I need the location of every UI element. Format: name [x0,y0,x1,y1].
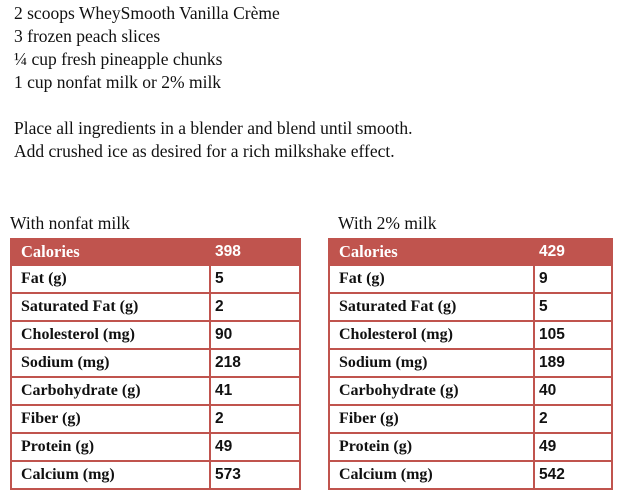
table-row: Calcium (mg) 573 [10,462,301,490]
row-label: Protein (g) [328,434,535,462]
row-label: Calcium (mg) [328,462,535,490]
row-value: 218 [211,350,301,378]
list-item: ¼ cup fresh pineapple chunks [14,49,223,69]
table-row: Calcium (mg) 542 [328,462,613,490]
header-value: 429 [535,238,613,266]
row-value: 5 [535,294,613,322]
row-value: 2 [535,406,613,434]
row-value: 41 [211,378,301,406]
table-row: Protein (g) 49 [10,434,301,462]
table-row: Fat (g) 5 [10,266,301,294]
table-row: Protein (g) 49 [328,434,613,462]
row-value: 2 [211,294,301,322]
row-label: Cholesterol (mg) [10,322,211,350]
table-header-row: Calories 398 [10,238,301,266]
row-value: 542 [535,462,613,490]
header-label: Calories [328,238,535,266]
row-value: 90 [211,322,301,350]
row-label: Carbohydrate (g) [328,378,535,406]
nutrition-panel-two-percent: With 2% milk Calories 429 Fat (g) 9 Satu… [328,212,613,490]
list-item: 1 cup nonfat milk or 2% milk [14,72,222,92]
row-label: Saturated Fat (g) [328,294,535,322]
row-label: Calcium (mg) [10,462,211,490]
instructions-paragraph: Place all ingredients in a blender and b… [14,117,614,163]
recipe-text-block: 2 scoops WheySmooth Vanilla Crème 3 froz… [14,2,614,163]
table-row: Carbohydrate (g) 41 [10,378,301,406]
row-label: Protein (g) [10,434,211,462]
row-value: 9 [535,266,613,294]
table-row: Sodium (mg) 189 [328,350,613,378]
row-value: 2 [211,406,301,434]
table-row: Saturated Fat (g) 5 [328,294,613,322]
panel-caption: With 2% milk [338,213,437,233]
row-value: 573 [211,462,301,490]
row-label: Sodium (mg) [328,350,535,378]
nutrition-panel-nonfat: With nonfat milk Calories 398 Fat (g) 5 … [10,212,301,490]
row-label: Carbohydrate (g) [10,378,211,406]
list-item: 2 scoops WheySmooth Vanilla Crème [14,3,280,23]
table-row: Fiber (g) 2 [10,406,301,434]
row-label: Fiber (g) [10,406,211,434]
row-value: 105 [535,322,613,350]
nutrition-table-nonfat: Calories 398 Fat (g) 5 Saturated Fat (g)… [10,238,301,490]
instruction-line: Add crushed ice as desired for a rich mi… [14,141,395,161]
table-row: Saturated Fat (g) 2 [10,294,301,322]
row-label: Fat (g) [10,266,211,294]
ingredient-list: 2 scoops WheySmooth Vanilla Crème 3 froz… [14,2,614,94]
row-label: Fiber (g) [328,406,535,434]
table-row: Fiber (g) 2 [328,406,613,434]
row-label: Cholesterol (mg) [328,322,535,350]
table-row: Cholesterol (mg) 105 [328,322,613,350]
nutrition-table-two-percent: Calories 429 Fat (g) 9 Saturated Fat (g)… [328,238,613,490]
instruction-line: Place all ingredients in a blender and b… [14,118,413,138]
row-value: 5 [211,266,301,294]
header-value: 398 [211,238,301,266]
panel-caption: With nonfat milk [10,213,130,233]
list-item: 3 frozen peach slices [14,26,161,46]
row-value: 40 [535,378,613,406]
header-label: Calories [10,238,211,266]
table-row: Carbohydrate (g) 40 [328,378,613,406]
row-label: Saturated Fat (g) [10,294,211,322]
table-row: Sodium (mg) 218 [10,350,301,378]
row-value: 189 [535,350,613,378]
row-value: 49 [211,434,301,462]
row-label: Fat (g) [328,266,535,294]
row-label: Sodium (mg) [10,350,211,378]
table-row: Fat (g) 9 [328,266,613,294]
row-value: 49 [535,434,613,462]
table-header-row: Calories 429 [328,238,613,266]
nutrition-tables-area: With nonfat milk Calories 398 Fat (g) 5 … [0,212,620,500]
table-row: Cholesterol (mg) 90 [10,322,301,350]
